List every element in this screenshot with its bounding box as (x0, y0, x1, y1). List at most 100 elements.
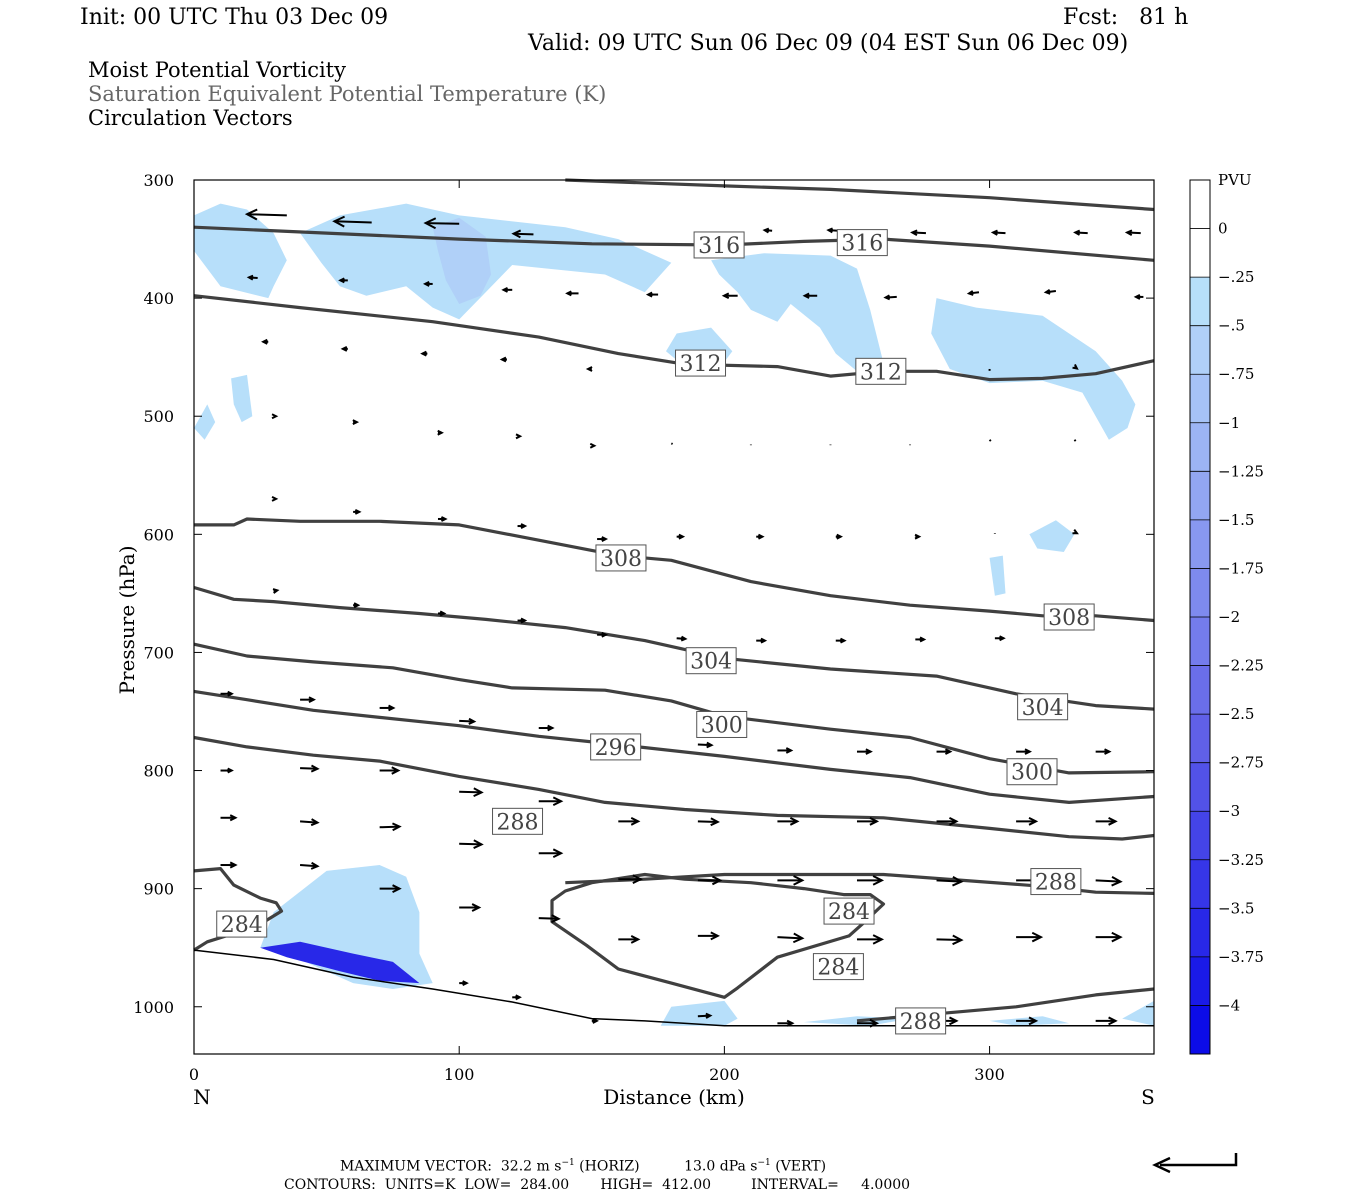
contour-label-layer: 316 316 312 312 308 308 304 304 300 300 296 288 288 2… (216, 229, 1095, 1035)
vector-head (565, 290, 572, 297)
horiz-unit: (HORIZ) (579, 1158, 640, 1175)
circulation-vector (856, 1018, 880, 1028)
vector-head (552, 848, 564, 859)
colorbar-swatch (1190, 617, 1210, 667)
horiz-exponent: −1 (561, 1158, 575, 1168)
vector-head (391, 766, 401, 775)
circulation-vector (511, 229, 534, 239)
colorbar-swatch (1190, 471, 1210, 521)
vector-head (762, 227, 770, 234)
circulation-vector (988, 439, 992, 442)
contour-label-box (1043, 603, 1095, 631)
vector-head (261, 338, 268, 345)
circulation-vector (300, 696, 316, 703)
colorbar: 0 −.25 −.5 −.75 −1 −1.25 −1.5 −1.75 −2 −2.25 −2.5 −… (1189, 179, 1264, 1055)
vector-head (440, 516, 448, 522)
colorbar-tick-label: −3.5 (1218, 899, 1254, 917)
vector-head (354, 508, 362, 515)
theta-contour-300 (193, 689, 1155, 805)
vector-shaft (670, 442, 674, 445)
contour-label-box (1030, 868, 1082, 896)
contour-label-box (675, 349, 727, 377)
contour-label-box (812, 953, 864, 981)
vector-shaft (300, 864, 318, 868)
x-tick-label: 0 (189, 1065, 199, 1084)
circulation-vector (352, 419, 360, 426)
vector-head (944, 748, 953, 755)
vector-shaft (334, 220, 372, 224)
contour-label-text: 308 (600, 547, 642, 572)
circulation-vector (697, 741, 714, 749)
circulation-vector (585, 366, 593, 372)
colorbar-swatch (1190, 714, 1210, 764)
contour-label-text: 288 (900, 1010, 942, 1035)
circulation-vector (1072, 529, 1079, 535)
vector-head (1108, 816, 1118, 826)
colorbar-tick-label: −3.25 (1218, 851, 1264, 869)
y-tick-label: 1000 (133, 998, 174, 1017)
circulation-vector (538, 914, 561, 923)
circulation-vector (802, 292, 818, 299)
contour-label-text: 284 (817, 956, 859, 981)
y-tick-label: 800 (143, 762, 174, 781)
max-vert-value: 13.0 dPa s (684, 1158, 758, 1175)
vector-head (388, 704, 396, 712)
circulation-vector (459, 839, 484, 849)
vector-head (1108, 1016, 1118, 1026)
circulation-vector (910, 229, 926, 237)
vector-head (786, 1019, 795, 1027)
vector-head (1104, 748, 1112, 755)
circulation-vector (379, 884, 402, 894)
colorbar-swatch (1190, 762, 1210, 812)
circulation-vector (517, 617, 528, 624)
theta-contour-308 (193, 585, 1155, 711)
forecast-hour: Fcst: 81 h (1063, 5, 1189, 30)
circulation-vector (936, 748, 953, 755)
circulation-vector (777, 1019, 795, 1027)
vector-head (353, 602, 361, 609)
vector-head (547, 724, 555, 732)
colorbar-swatch (1190, 519, 1210, 569)
vector-head (872, 875, 885, 886)
circulation-vector (966, 290, 980, 296)
vector-head (632, 874, 643, 885)
vector-shaft (912, 231, 926, 235)
vector-head (423, 217, 437, 230)
y-tick-label: 400 (143, 289, 174, 308)
circulation-vector (697, 1012, 713, 1019)
circulation-vector (936, 875, 964, 887)
circulation-vector (721, 292, 738, 300)
contour-label-text: 296 (595, 736, 637, 761)
circulation-vector (1095, 875, 1123, 887)
circulation-vector (915, 636, 927, 643)
vector-head (227, 690, 234, 697)
colorbar-tick-label: −1.5 (1218, 511, 1254, 529)
contour-label: 284 (823, 897, 875, 925)
vector-shaft (936, 879, 962, 883)
pv-region (231, 374, 253, 423)
theta-contour-288 (193, 866, 284, 952)
circulation-vector (856, 934, 885, 945)
max-vector-label: MAXIMUM VECTOR: (340, 1158, 492, 1175)
circulation-vector (538, 796, 564, 807)
vector-head (840, 637, 847, 644)
contour-label-box (855, 357, 907, 385)
vector-head (462, 980, 469, 987)
reference-vector (1152, 1153, 1238, 1174)
vector-head (271, 413, 279, 420)
circulation-vector (1016, 931, 1044, 943)
contour-label-text: 312 (680, 352, 722, 377)
circulation-vector (777, 816, 800, 826)
colorbar-tick-label: −.75 (1218, 365, 1254, 383)
circulation-vector (437, 610, 447, 617)
vector-head (244, 208, 258, 221)
colorbar-tick-label: −3.75 (1218, 948, 1264, 966)
circulation-vector (271, 413, 279, 420)
circulation-vector (936, 934, 964, 946)
contour-label: 284 (812, 953, 864, 981)
vector-head (310, 861, 320, 870)
max-vector-note: MAXIMUM VECTOR: 32.2 m s−1 (HORIZ) 13.0 … (340, 1158, 826, 1175)
contour-label: 316 (693, 231, 745, 259)
theta-contour-296 (193, 735, 1155, 841)
vector-head (340, 346, 348, 352)
